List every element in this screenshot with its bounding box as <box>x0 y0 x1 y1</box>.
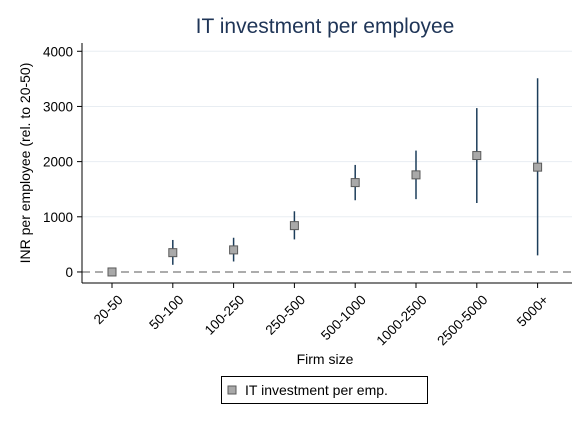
x-tick-label: 100-250 <box>202 292 248 338</box>
y-ticks: 0 1000 2000 3000 4000 <box>43 44 82 280</box>
y-tick-label: 0 <box>65 265 73 280</box>
x-tick-label: 250-500 <box>263 292 309 338</box>
data-point <box>533 162 543 172</box>
data-point <box>411 170 421 180</box>
data-point <box>472 151 482 161</box>
x-tick-label: 50-100 <box>146 292 186 332</box>
data-point <box>107 267 117 277</box>
y-tick-label: 2000 <box>43 155 73 170</box>
x-tick-label: 1000-2500 <box>373 292 429 348</box>
data-point <box>289 221 299 231</box>
x-ticks: 20-50 50-100 100-250 250-500 500-1000 1000-25… <box>91 283 551 348</box>
data-point <box>168 248 178 258</box>
legend-box <box>221 376 428 404</box>
data-points <box>107 151 543 277</box>
x-tick-label: 2500-5000 <box>434 292 490 348</box>
data-point <box>350 178 360 188</box>
y-axis-label: INR per employee (rel. to 20-50) <box>17 63 33 264</box>
data-point <box>229 245 239 255</box>
x-tick-label: 5000+ <box>514 292 551 329</box>
legend-label: IT investment per emp. <box>245 382 388 398</box>
x-axis-label: Firm size <box>297 351 354 367</box>
y-tick-label: 4000 <box>43 44 73 59</box>
y-tick-label: 3000 <box>43 99 73 114</box>
chart-title: IT investment per employee <box>196 15 455 38</box>
legend-marker <box>227 385 237 395</box>
grid-lines <box>82 50 572 218</box>
legend: IT investment per emp. <box>221 376 428 404</box>
y-tick-label: 1000 <box>43 210 73 225</box>
x-tick-label: 500-1000 <box>318 292 369 343</box>
x-tick-label: 20-50 <box>91 292 126 327</box>
